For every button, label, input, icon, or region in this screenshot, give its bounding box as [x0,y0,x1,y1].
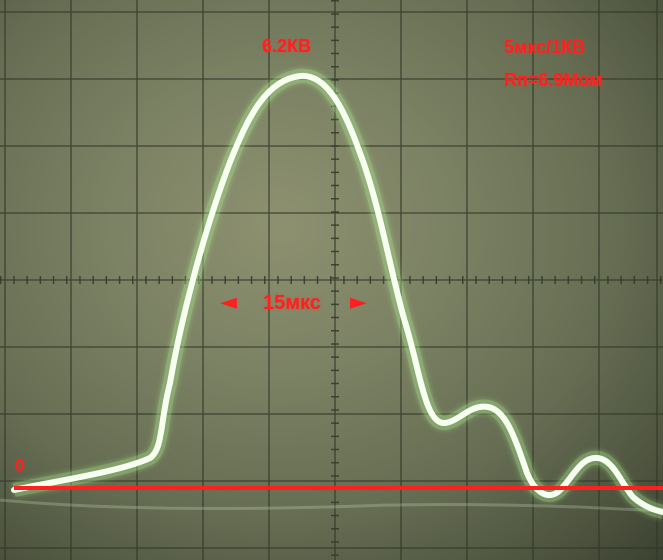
bottom-dim-trace [0,498,663,513]
right-arrow-icon: ► [350,290,367,315]
timebase-scale-label: 5мкс/1КВ [504,37,586,57]
signal-trace-glow [12,68,663,519]
resistance-label: Rп=6.9Мом [504,70,603,90]
pulse-width-label: 15мкс [263,292,321,314]
zero-level-label: 0 [15,456,25,475]
signal-trace [11,72,663,515]
peak-voltage-label: 6.2КВ [262,36,312,56]
left-arrow-icon: ◄ [220,290,237,315]
